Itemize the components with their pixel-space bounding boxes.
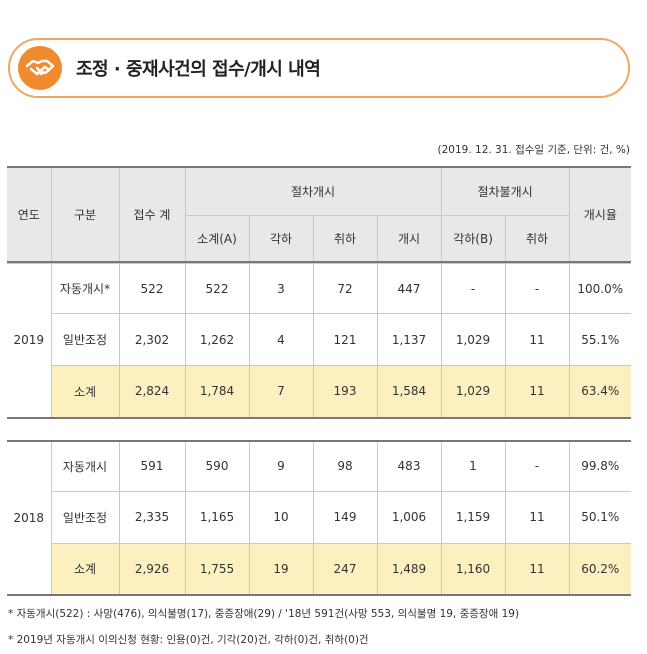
- table-row: 2019 자동개시* 522 522 3 72 447 - - 100.0%: [7, 263, 631, 418]
- cell-dismissed: 7: [248, 365, 314, 418]
- row-category: 소계: [51, 542, 120, 596]
- header-nonstart-group: 절차불개시: [440, 166, 570, 216]
- cell-withdrawn: 121: [312, 313, 378, 366]
- header-dismissed-b: 각하(B): [440, 214, 506, 263]
- cell-rate: 60.2%: [568, 542, 631, 596]
- subtotal-row: 소계 2,926 1,755 19 247 1,489 1,160 11 60.…: [7, 542, 631, 596]
- header-subtotal-a: 소계(A): [185, 214, 250, 263]
- cell-subtotal-a: 522: [184, 263, 250, 314]
- cell-started: 483: [376, 440, 442, 492]
- header-category: 구분: [50, 166, 120, 263]
- table-row: 일반조정 2,302 1,262 4 121 1,137 1,029 11 55…: [7, 313, 631, 366]
- cell-withdrawn: 193: [312, 365, 378, 418]
- cell-rate: 55.1%: [568, 313, 631, 366]
- header-rate: 개시율: [568, 166, 632, 263]
- cell-dismissed: 19: [248, 542, 314, 596]
- title-banner: 조정 · 중재사건의 접수/개시 내역: [8, 38, 630, 98]
- year-cell: 2019: [7, 263, 52, 418]
- cell-subtotal-a: 1,262: [184, 313, 250, 366]
- table-row: 2018 자동개시 591 590 9 98 483 1 - 99.8%: [7, 440, 631, 596]
- cell-received: 2,302: [118, 313, 186, 366]
- header-withdrawn2: 취하: [504, 214, 570, 263]
- footnote-1: * 자동개시(522) : 사망(476), 의식불명(17), 중증장애(29…: [8, 608, 520, 620]
- header-year: 연도: [7, 166, 52, 263]
- cell-dismissed: 4: [248, 313, 314, 366]
- header-received: 접수 계: [118, 166, 186, 263]
- table-meta: (2019. 12. 31. 접수일 기준, 단위: 건, %): [437, 144, 630, 156]
- cell-dismissed-b: -: [440, 263, 506, 314]
- cell-withdrawn2: 11: [504, 490, 570, 544]
- header-started: 개시: [376, 214, 442, 263]
- cell-withdrawn2: -: [504, 440, 570, 492]
- row-category: 자동개시: [50, 440, 120, 492]
- table-2018: 2018 자동개시 591 590 9 98 483 1 - 99.8% 일반조…: [7, 440, 631, 596]
- cell-dismissed-b: 1,029: [440, 365, 506, 418]
- cell-dismissed: 10: [248, 490, 314, 544]
- row-category: 자동개시*: [50, 263, 120, 314]
- cell-withdrawn2: 11: [504, 542, 570, 596]
- cell-withdrawn: 98: [312, 440, 378, 492]
- cell-started: 1,584: [376, 365, 442, 418]
- table-2019: 2019 자동개시* 522 522 3 72 447 - - 100.0% 일…: [7, 263, 631, 419]
- cell-dismissed: 9: [248, 440, 314, 492]
- cell-received: 522: [118, 263, 186, 314]
- cell-withdrawn2: 11: [504, 313, 570, 366]
- cell-withdrawn: 149: [312, 490, 378, 544]
- subtotal-row: 소계 2,824 1,784 7 193 1,584 1,029 11 63.4…: [7, 365, 631, 418]
- cell-rate: 50.1%: [568, 490, 631, 544]
- cell-received: 2,824: [118, 365, 186, 418]
- header-dismissed: 각하: [248, 214, 314, 263]
- cell-withdrawn2: -: [504, 263, 570, 314]
- cell-started: 1,137: [376, 313, 442, 366]
- handshake-icon: [18, 46, 62, 90]
- header-withdrawn: 취하: [312, 214, 378, 263]
- table-row: 일반조정 2,335 1,165 10 149 1,006 1,159 11 5…: [7, 490, 631, 544]
- header-start-group: 절차개시: [184, 166, 442, 216]
- cell-started: 1,489: [376, 542, 442, 596]
- cell-received: 591: [118, 440, 186, 492]
- cell-dismissed-b: 1,029: [440, 313, 506, 366]
- year-cell: 2018: [7, 440, 52, 596]
- row-category: 일반조정: [51, 490, 120, 544]
- cell-subtotal-a: 1,784: [184, 365, 250, 418]
- cell-subtotal-a: 1,165: [184, 490, 250, 544]
- cell-withdrawn2: 11: [504, 365, 570, 418]
- row-category: 일반조정: [51, 313, 120, 366]
- cell-subtotal-a: 590: [184, 440, 250, 492]
- cell-received: 2,926: [118, 542, 186, 596]
- cell-rate: 99.8%: [568, 440, 631, 492]
- cell-started: 1,006: [376, 490, 442, 544]
- cell-subtotal-a: 1,755: [184, 542, 250, 596]
- cell-dismissed-b: 1: [440, 440, 506, 492]
- footnote-2: * 2019년 자동개시 이의신청 현황: 인용(0)건, 기각(20)건, 각…: [8, 634, 369, 646]
- table-header: 연도 구분 접수 계 절차개시 절차불개시 개시율 소계(A) 각하 취하 개시…: [7, 166, 632, 263]
- cell-dismissed-b: 1,160: [440, 542, 506, 596]
- cell-rate: 100.0%: [568, 263, 631, 314]
- cell-withdrawn: 247: [312, 542, 378, 596]
- cell-dismissed: 3: [248, 263, 314, 314]
- cell-started: 447: [376, 263, 442, 314]
- cell-rate: 63.4%: [568, 365, 631, 418]
- row-category: 소계: [51, 365, 120, 418]
- cell-dismissed-b: 1,159: [440, 490, 506, 544]
- cell-received: 2,335: [118, 490, 186, 544]
- cell-withdrawn: 72: [312, 263, 378, 314]
- page-title: 조정 · 중재사건의 접수/개시 내역: [76, 59, 321, 80]
